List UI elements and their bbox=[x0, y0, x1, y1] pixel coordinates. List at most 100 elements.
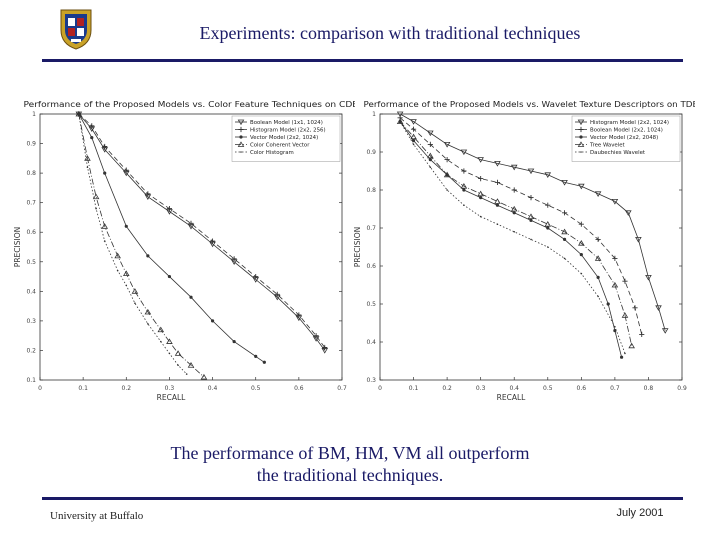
x-tick-label: 0.6 bbox=[577, 385, 587, 392]
data-point bbox=[254, 354, 258, 358]
legend-box bbox=[231, 115, 341, 162]
x-tick-label: 0.3 bbox=[476, 385, 486, 392]
legend-marker bbox=[237, 141, 245, 147]
legend-marker bbox=[239, 135, 243, 139]
y-axis-label: PRECISION bbox=[353, 227, 362, 267]
series-5 bbox=[399, 120, 626, 355]
data-point bbox=[621, 312, 629, 318]
data-point bbox=[147, 323, 149, 325]
data-point bbox=[628, 342, 635, 349]
data-point bbox=[125, 284, 128, 287]
series-2 bbox=[397, 115, 645, 337]
data-point bbox=[78, 113, 80, 115]
series-line bbox=[78, 113, 187, 375]
data-point bbox=[412, 143, 415, 146]
data-point bbox=[157, 326, 165, 333]
x-axis-label: RECALL bbox=[157, 393, 186, 402]
y-tick-label: 0.9 bbox=[26, 141, 36, 148]
data-point bbox=[620, 355, 624, 359]
legend-entry: Boolean Model (2x2, 1024) bbox=[590, 128, 663, 134]
legend-entry: Daubechies Wavelet bbox=[590, 150, 645, 156]
data-point bbox=[262, 360, 266, 364]
data-point bbox=[188, 220, 194, 226]
data-point bbox=[396, 118, 404, 124]
data-point bbox=[168, 352, 171, 355]
data-point bbox=[495, 203, 500, 207]
data-point bbox=[411, 139, 416, 143]
x-tick-label: 0 bbox=[378, 385, 382, 392]
data-point bbox=[444, 157, 450, 163]
data-point bbox=[209, 238, 216, 244]
y-tick-label: 1 bbox=[372, 111, 376, 118]
series-line bbox=[399, 113, 666, 331]
data-point bbox=[561, 210, 568, 216]
data-point bbox=[625, 210, 632, 216]
legend-marker bbox=[238, 126, 244, 133]
data-point bbox=[528, 195, 534, 201]
y-tick-label: 0.7 bbox=[26, 200, 36, 207]
slide-caption: The performance of BM, HM, VM all outper… bbox=[60, 442, 640, 486]
data-point bbox=[594, 255, 602, 261]
data-point bbox=[428, 158, 432, 162]
data-point bbox=[606, 302, 610, 306]
x-tick-label: 0.9 bbox=[677, 385, 687, 392]
data-point bbox=[462, 188, 466, 192]
data-point bbox=[313, 333, 319, 339]
x-tick-label: 0.2 bbox=[442, 385, 452, 392]
data-point bbox=[624, 352, 626, 355]
x-tick-label: 0.1 bbox=[78, 385, 88, 392]
data-point bbox=[639, 331, 645, 337]
data-point bbox=[512, 211, 516, 215]
data-point bbox=[146, 254, 150, 258]
title-divider bbox=[42, 59, 683, 62]
data-point bbox=[563, 257, 566, 260]
legend-marker bbox=[237, 119, 245, 126]
data-point bbox=[84, 155, 91, 161]
data-point bbox=[546, 246, 549, 248]
data-point bbox=[527, 213, 535, 219]
data-point bbox=[185, 373, 188, 375]
series-4 bbox=[396, 118, 635, 349]
series-2 bbox=[76, 111, 328, 351]
x-tick-label: 0.5 bbox=[543, 385, 553, 392]
legend-box bbox=[571, 115, 681, 162]
data-point bbox=[546, 226, 550, 230]
slide-title: Experiments: comparison with traditional… bbox=[199, 23, 581, 43]
data-point bbox=[274, 291, 280, 297]
legend-entry: Histogram Model (2x2, 256) bbox=[250, 128, 326, 134]
legend-entry: Vector Model (2x2, 2048) bbox=[590, 135, 658, 141]
data-point bbox=[429, 166, 432, 168]
data-point bbox=[92, 193, 100, 200]
y-tick-label: 0.3 bbox=[26, 318, 36, 325]
data-point bbox=[614, 326, 616, 328]
data-point bbox=[410, 133, 417, 140]
data-point bbox=[655, 305, 662, 311]
data-point bbox=[427, 152, 434, 159]
data-point bbox=[410, 119, 417, 125]
series-1 bbox=[396, 111, 669, 334]
data-point bbox=[443, 171, 451, 178]
data-point bbox=[177, 364, 179, 367]
data-point bbox=[102, 143, 108, 150]
data-point bbox=[167, 274, 172, 279]
data-point bbox=[530, 238, 532, 241]
data-point bbox=[611, 199, 619, 205]
y-tick-label: 0.8 bbox=[366, 187, 376, 194]
series-line bbox=[78, 113, 326, 351]
data-point bbox=[90, 136, 94, 140]
legend-entry: Boolean Model (1x1, 1024) bbox=[250, 120, 323, 126]
data-point bbox=[443, 142, 451, 148]
chart-tdb: Performance of the Proposed Models vs. W… bbox=[353, 99, 695, 402]
y-tick-label: 0.4 bbox=[26, 288, 36, 295]
data-point bbox=[544, 221, 552, 227]
data-point bbox=[187, 362, 195, 368]
x-tick-label: 0.5 bbox=[251, 385, 261, 392]
y-axis-label: PRECISION bbox=[13, 227, 22, 267]
data-point bbox=[322, 344, 328, 351]
data-point bbox=[131, 288, 139, 294]
data-point bbox=[494, 161, 501, 167]
series-line bbox=[399, 121, 626, 354]
data-point bbox=[594, 191, 602, 197]
data-point bbox=[116, 269, 119, 272]
data-point bbox=[478, 176, 484, 182]
